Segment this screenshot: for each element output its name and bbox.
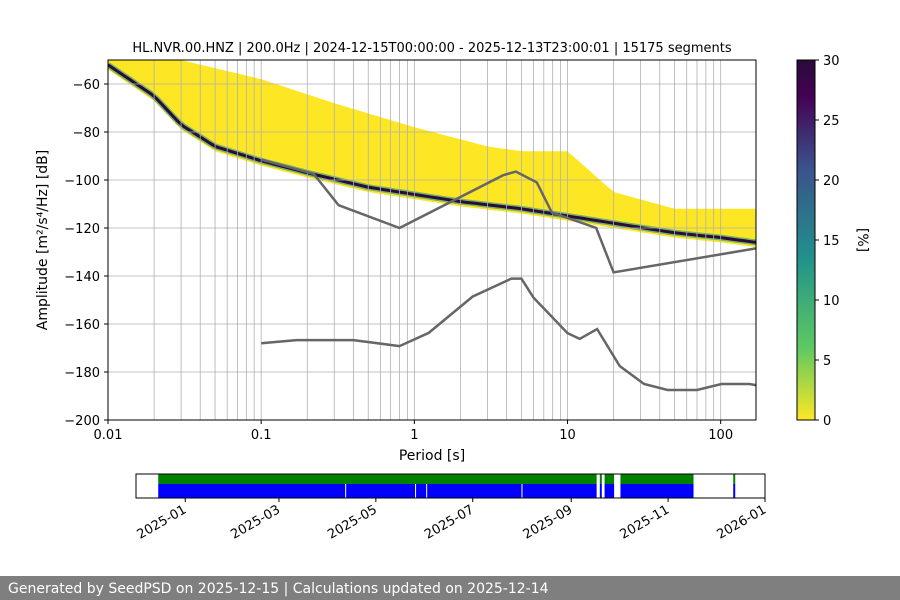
timeline-green-segment [620,474,694,484]
x-tick-label: 10 [559,428,576,443]
timeline-tick-label: 2025-09 [521,502,576,542]
y-tick-label: −180 [64,366,100,381]
timeline-tick-label: 2025-01 [135,502,190,542]
noise-models [260,158,756,392]
colorbar-tick-label: 20 [823,174,840,189]
colorbar-tick-label: 5 [823,354,831,369]
psd-density-band [108,60,756,248]
y-axis-ticks: −60 −80 −100 −120 −140 −160 −180 −200 [64,78,108,429]
timeline-tick-label: 2025-07 [422,502,477,542]
vertical-grid [107,60,722,420]
timeline-tick-label: 2025-05 [325,502,380,542]
timeline-blue-segment [158,484,597,498]
nhnm-curve [260,158,756,274]
data-availability-timeline: 2025-01 2025-03 2025-05 2025-07 2025-09 2025-… [135,473,769,543]
x-axis-label: Period [s] [399,448,465,464]
timeline-blue-segment [599,484,602,498]
colorbar-label: [%] [854,228,870,252]
y-axis-label: Amplitude [m²/s⁴/Hz] [dB] [35,150,51,330]
colorbar-ticks: 0 5 10 15 20 25 30 [815,54,840,429]
timeline-green-segment [158,474,597,484]
y-tick-label: −140 [64,270,100,285]
y-tick-label: −120 [64,222,100,237]
timeline-green-segment [604,474,615,484]
timeline-blue-segment [620,484,694,498]
timeline-green-segment [599,474,602,484]
y-tick-label: −60 [73,78,100,93]
x-axis-ticks: 0.01 0.1 1 10 100 [94,420,733,443]
x-tick-label: 1 [410,428,418,443]
timeline-blue-segment [604,484,615,498]
timeline-tick-label: 2026-01 [714,502,769,542]
colorbar-tick-label: 10 [823,294,840,309]
y-tick-label: −80 [73,126,100,141]
x-tick-label: 100 [708,428,733,443]
psd-mode-line [108,63,756,244]
colorbar-tick-label: 25 [823,114,840,129]
nlnm-curve [261,277,756,392]
colorbar-gradient [796,59,816,421]
colorbar-tick-label: 30 [823,54,840,69]
timeline-tick-label: 2025-11 [618,502,673,542]
footer-bar: Generated by SeedPSD on 2025-12-15 | Cal… [0,576,900,600]
colorbar-tick-label: 15 [823,234,840,249]
timeline-frame [135,473,766,499]
timeline-bars [158,474,736,498]
y-tick-label: −160 [64,318,100,333]
chart-title: HL.NVR.00.HNZ | 200.0Hz | 2024-12-15T00:… [132,41,732,56]
timeline-blue-segment [733,484,736,498]
y-tick-label: −100 [64,174,100,189]
x-tick-label: 0.01 [94,428,123,443]
x-tick-label: 0.1 [251,428,272,443]
timeline-green-segment [733,474,736,484]
colorbar-tick-label: 0 [823,414,831,429]
psd-heatmap [108,60,756,248]
timeline-ticks: 2025-01 2025-03 2025-05 2025-07 2025-09 2025-… [135,498,769,543]
psd-plot-area: 0.01 0.1 1 10 100 −60 −80 −100 −120 −140 −160 −180… [64,59,757,443]
timeline-tick-label: 2025-03 [228,502,283,542]
plot-frame [107,59,757,421]
colorbar: 0 5 10 15 20 25 30 [%] [796,54,870,429]
y-tick-label: −200 [64,414,100,429]
